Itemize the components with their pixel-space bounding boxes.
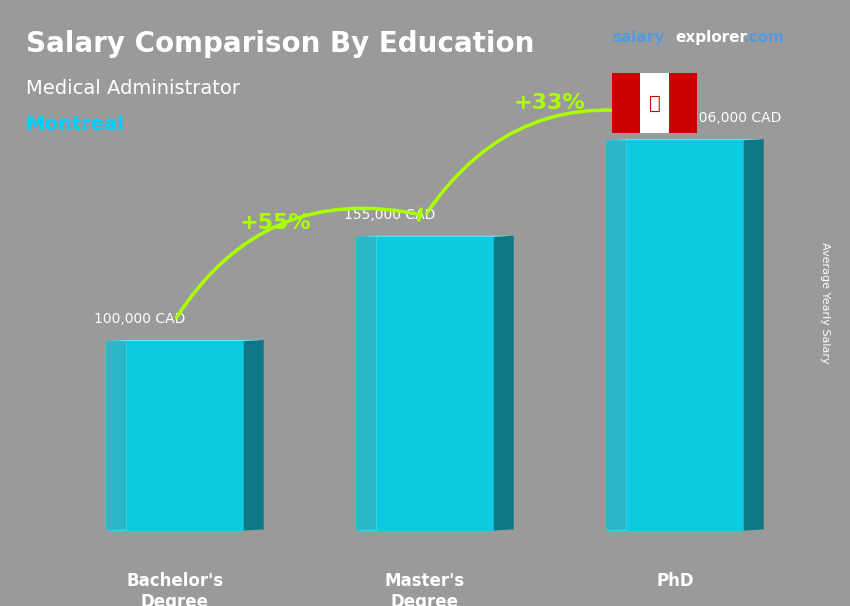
Text: 100,000 CAD: 100,000 CAD — [94, 312, 185, 326]
Polygon shape — [356, 237, 377, 530]
Polygon shape — [606, 139, 626, 530]
Polygon shape — [244, 340, 264, 530]
Text: +55%: +55% — [239, 213, 311, 233]
Polygon shape — [106, 341, 127, 530]
Text: 206,000 CAD: 206,000 CAD — [690, 111, 781, 125]
Polygon shape — [606, 139, 764, 140]
Text: Medical Administrator: Medical Administrator — [26, 79, 240, 98]
Polygon shape — [606, 140, 744, 530]
Polygon shape — [744, 139, 764, 530]
Text: Salary Comparison By Education: Salary Comparison By Education — [26, 30, 534, 58]
Text: PhD: PhD — [656, 572, 694, 590]
Polygon shape — [669, 73, 697, 133]
Polygon shape — [106, 340, 264, 341]
Polygon shape — [494, 236, 513, 530]
Text: Average Yearly Salary: Average Yearly Salary — [819, 242, 830, 364]
Text: Bachelor's
Degree: Bachelor's Degree — [127, 572, 224, 606]
Polygon shape — [640, 73, 669, 133]
Polygon shape — [356, 236, 513, 237]
Text: +33%: +33% — [514, 93, 586, 113]
Text: explorer: explorer — [676, 30, 748, 45]
Text: Montreal: Montreal — [26, 115, 124, 134]
Text: Master's
Degree: Master's Degree — [385, 572, 465, 606]
Polygon shape — [612, 73, 640, 133]
Text: 🍁: 🍁 — [649, 93, 660, 113]
Polygon shape — [356, 237, 494, 530]
Polygon shape — [356, 236, 377, 530]
Polygon shape — [606, 140, 626, 530]
Text: .com: .com — [744, 30, 785, 45]
Polygon shape — [106, 341, 244, 530]
Polygon shape — [106, 340, 127, 530]
Text: salary: salary — [612, 30, 665, 45]
Text: 155,000 CAD: 155,000 CAD — [343, 208, 435, 222]
